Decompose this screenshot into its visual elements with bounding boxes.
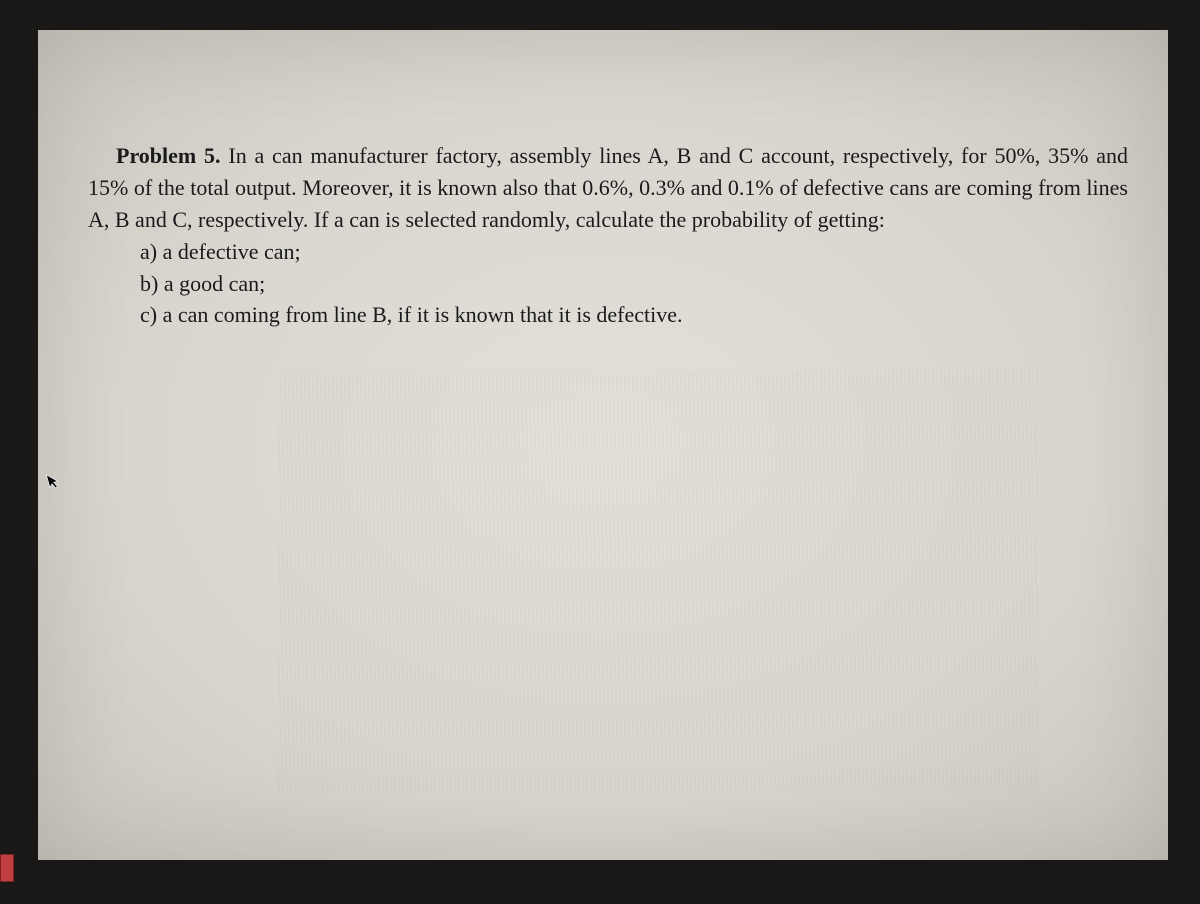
item-letter: a) — [140, 239, 157, 264]
problem-item-a: a) a defective can; — [140, 236, 1128, 268]
item-letter: c) — [140, 302, 157, 327]
item-text: a good can; — [158, 271, 265, 296]
problem-item-c: c) a can coming from line B, if it is kn… — [140, 299, 1128, 331]
problem-block: Problem 5. In a can manufacturer factory… — [88, 140, 1128, 331]
item-text: a defective can; — [157, 239, 301, 264]
problem-intro: Problem 5. In a can manufacturer factory… — [88, 140, 1128, 236]
document-page: Problem 5. In a can manufacturer factory… — [38, 30, 1168, 860]
item-text: a can coming from line B, if it is known… — [157, 302, 682, 327]
screen-moire — [278, 370, 1038, 790]
problem-item-b: b) a good can; — [140, 268, 1128, 300]
problem-label: Problem 5. — [116, 143, 221, 168]
edge-tab-icon — [0, 854, 14, 882]
screen-frame: Problem 5. In a can manufacturer factory… — [0, 0, 1200, 904]
problem-body: In a can manufacturer factory, assembly … — [88, 143, 1128, 232]
item-letter: b) — [140, 271, 158, 296]
